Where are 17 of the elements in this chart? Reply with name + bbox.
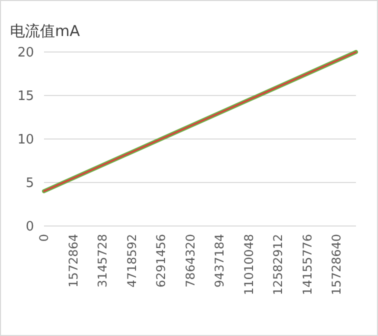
x-tick-label: 12582912: [271, 234, 286, 296]
x-tick-label: 4718592: [124, 234, 139, 288]
x-tick-label: 14155776: [300, 234, 314, 296]
x-tick-label: 6291456: [154, 234, 168, 288]
x-tick-label: 7864320: [183, 234, 198, 288]
y-tick-label: 10: [17, 132, 34, 148]
y-tick-label: 5: [26, 176, 34, 192]
chart-title: 电流值mA: [10, 22, 81, 40]
x-tick-label: 15728640: [330, 234, 344, 296]
y-tick-label: 20: [17, 46, 34, 61]
x-tick-label: 3145728: [96, 234, 110, 288]
x-tick-label: 0: [37, 234, 52, 242]
x-tick-label: 1572864: [66, 234, 80, 288]
x-tick-label: 11010048: [242, 234, 256, 296]
x-tick-label: 9437184: [212, 234, 227, 288]
y-tick-label: 15: [17, 89, 34, 104]
y-tick-label: 0: [26, 220, 34, 235]
